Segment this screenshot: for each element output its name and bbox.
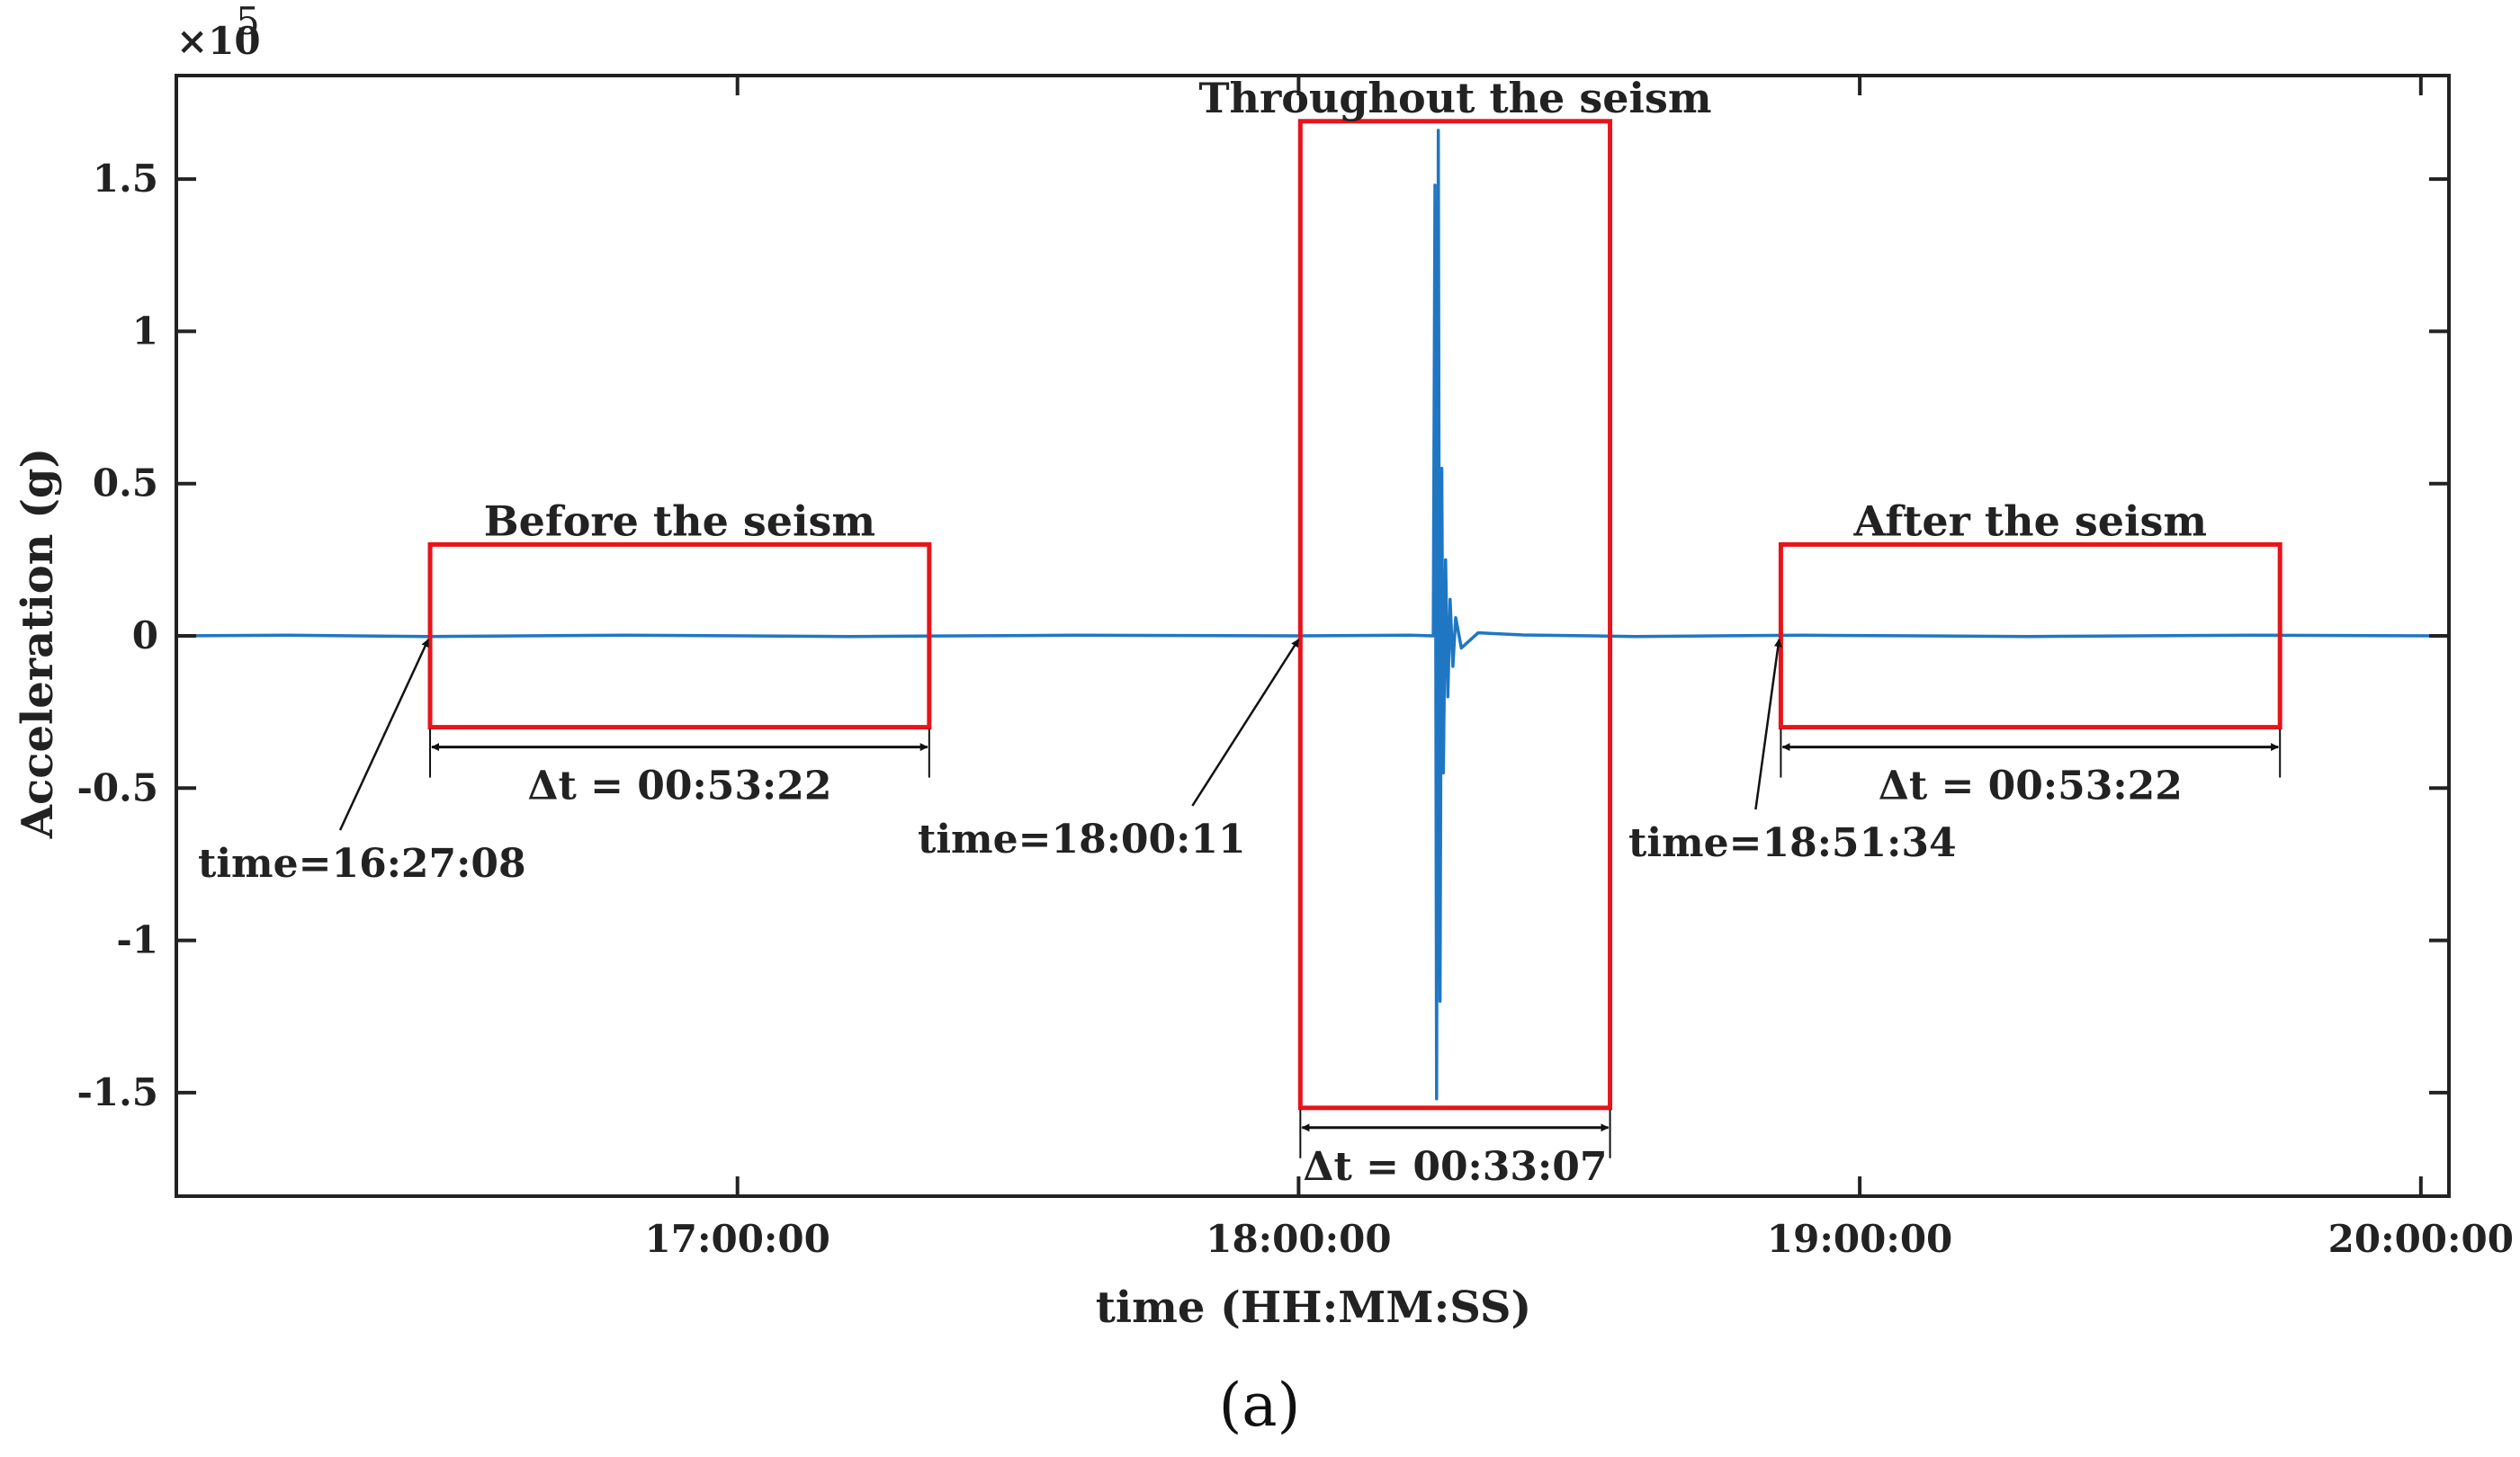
region-title-2: After the seism (1852, 496, 2207, 545)
y-axis-title: Acceleration (g) (13, 448, 63, 839)
region-box-1 (1297, 119, 1613, 1111)
axes-layer: 17:00:00 18:00:00 19:00:00 20:00:00 1.5 1 0.5 0… (76, 74, 2514, 1261)
start-time-label-0: time=16:27:08 (198, 841, 526, 887)
panel-label: (a) (1219, 1371, 1301, 1440)
duration-label-2: Δt = 00:53:22 (1879, 764, 2183, 809)
x-tick-label-1: 18:00:00 (1206, 1217, 1391, 1261)
y-multiplier-label: ×10 (176, 19, 261, 63)
y-tick-label-0: 1.5 (93, 156, 158, 201)
x-tick-label-0: 17:00:00 (645, 1217, 830, 1261)
region-title-1: Throughout the seism (1198, 74, 1711, 122)
y-tick-label-2: 0.5 (93, 461, 158, 505)
y-multiplier-exponent: 5 (236, 0, 260, 43)
start-time-arrow-1 (1191, 639, 1300, 807)
signal-series-line-0 (175, 129, 2450, 1101)
x-tick-label-2: 19:00:00 (1767, 1217, 1952, 1261)
y-tick-label-5: -1 (116, 918, 158, 962)
region-box-0 (427, 541, 932, 730)
start-time-label-2: time=18:51:34 (1628, 820, 1957, 866)
duration-label-0: Δt = 00:53:22 (527, 764, 831, 809)
y-tick-label-1: 1 (132, 308, 158, 353)
start-time-arrow-0 (338, 639, 430, 831)
y-tick-label-6: -1.5 (76, 1070, 158, 1114)
x-tick-label-3: 20:00:00 (2328, 1217, 2514, 1261)
start-time-label-1: time=18:00:11 (918, 817, 1246, 863)
y-tick-label-4: -0.5 (76, 765, 158, 809)
region-box-2 (1778, 541, 2282, 730)
start-time-arrow-2 (1754, 639, 1782, 810)
x-axis-title: time (HH:MM:SS) (1096, 1283, 1532, 1333)
region-title-0: Before the seism (484, 496, 875, 545)
duration-label-1: Δt = 00:33:07 (1303, 1144, 1607, 1190)
y-tick-label-3: 0 (132, 613, 158, 657)
signal-layer (175, 129, 2450, 1101)
